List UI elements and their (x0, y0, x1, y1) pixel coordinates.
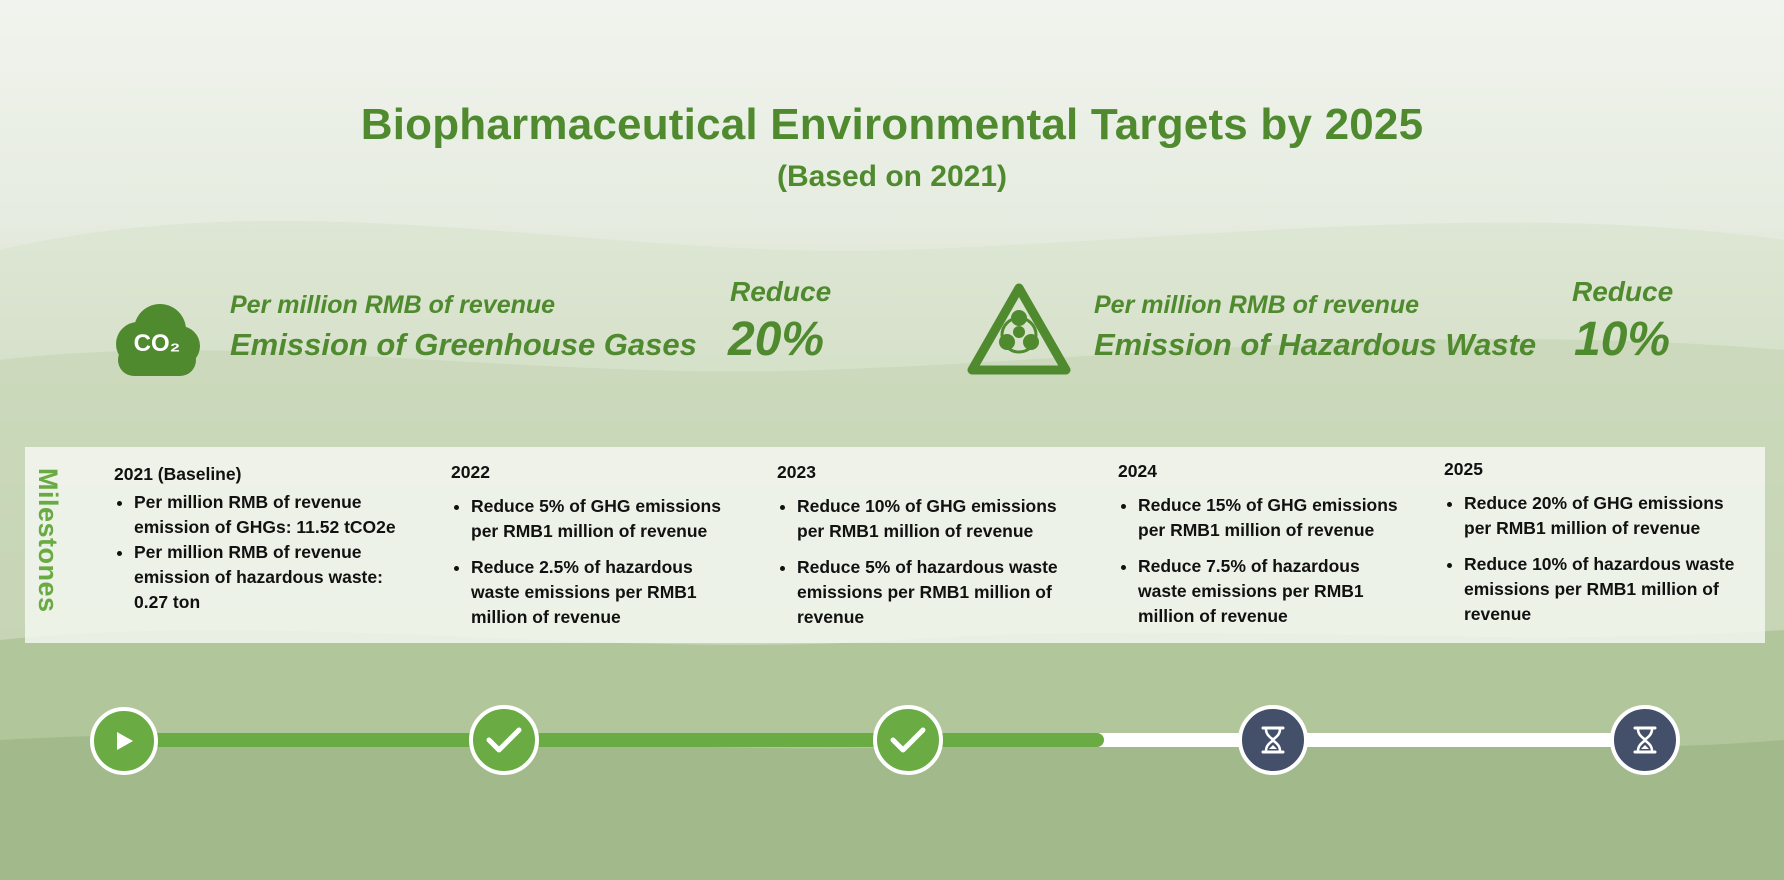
milestone-item: Reduce 10% of hazardous waste emissions … (1464, 552, 1754, 627)
timeline-node-2024 (1238, 705, 1308, 775)
milestone-year: 2023 (777, 462, 816, 482)
milestone-year: 2025 (1444, 459, 1483, 479)
milestone-2023: 2023 Reduce 10% of GHG emissions per RMB… (777, 460, 1077, 630)
waste-target-subheading: Per million RMB of revenue (1094, 291, 1420, 319)
waste-target-value: Reduce 10% (1570, 272, 1690, 372)
timeline-track-remaining (1080, 733, 1670, 747)
timeline-track-progress (120, 733, 1104, 747)
milestones-label: Milestones (33, 468, 63, 613)
milestone-item: Reduce 5% of GHG emissions per RMB1 mill… (471, 494, 741, 544)
timeline-node-2023 (873, 705, 943, 775)
milestone-item: Per million RMB of revenue emission of G… (134, 490, 414, 540)
ghg-target: Per million RMB of revenue Emission of G… (230, 285, 830, 375)
timeline-node-2022 (469, 705, 539, 775)
ghg-target-action: Reduce (730, 276, 832, 307)
co2-label: CO₂ (133, 330, 181, 357)
milestone-item: Reduce 7.5% of hazardous waste emissions… (1138, 554, 1408, 629)
ghg-target-value: Reduce 20% (728, 272, 848, 372)
ghg-target-subheading: Per million RMB of revenue (230, 291, 556, 319)
hourglass-icon (1261, 726, 1285, 754)
page-title: Biopharmaceutical Environmental Targets … (360, 100, 1424, 149)
milestone-year: 2021 (Baseline) (114, 464, 242, 484)
milestone-item: Reduce 5% of hazardous waste emissions p… (797, 555, 1077, 630)
timeline-node-2021 (90, 707, 158, 775)
milestone-2022: 2022 Reduce 5% of GHG emissions per RMB1… (451, 460, 741, 630)
hazardous-waste-target: Per million RMB of revenue Emission of H… (1094, 285, 1574, 375)
milestone-2021: 2021 (Baseline) Per million RMB of reven… (114, 462, 414, 615)
waste-target-heading: Emission of Hazardous Waste (1094, 327, 1537, 362)
hourglass-icon (1633, 726, 1657, 754)
milestones-panel (25, 447, 1765, 643)
co2-cloud-icon: CO₂ (108, 300, 206, 378)
milestone-item: Reduce 2.5% of hazardous waste emissions… (471, 555, 741, 630)
play-icon (117, 732, 133, 750)
checkmark-icon (890, 727, 926, 753)
page-subtitle: (Based on 2021) (776, 160, 1008, 193)
milestone-item: Reduce 20% of GHG emissions per RMB1 mil… (1464, 491, 1754, 541)
milestone-year: 2022 (451, 462, 490, 482)
milestone-item: Per million RMB of revenue emission of h… (134, 540, 414, 615)
milestone-item: Reduce 10% of GHG emissions per RMB1 mil… (797, 494, 1077, 544)
milestone-year: 2024 (1118, 461, 1157, 481)
ghg-target-heading: Emission of Greenhouse Gases (230, 327, 697, 362)
waste-target-action: Reduce (1572, 276, 1674, 307)
checkmark-icon (486, 727, 522, 753)
waste-target-percent: 10% (1574, 313, 1671, 366)
timeline-node-2025 (1610, 705, 1680, 775)
biohazard-warning-icon (966, 282, 1072, 378)
milestone-2025: 2025 Reduce 20% of GHG emissions per RMB… (1444, 457, 1754, 627)
ghg-target-percent: 20% (728, 313, 825, 366)
milestone-item: Reduce 15% of GHG emissions per RMB1 mil… (1138, 493, 1408, 543)
milestone-2024: 2024 Reduce 15% of GHG emissions per RMB… (1118, 459, 1408, 629)
